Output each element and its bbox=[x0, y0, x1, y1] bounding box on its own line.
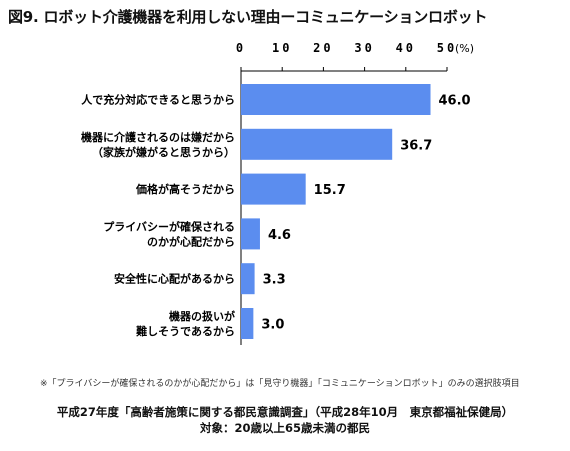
x-tick-label: 0 bbox=[236, 41, 246, 55]
category-label: のかが心配だから bbox=[147, 234, 235, 248]
x-tick-label: 50 bbox=[437, 41, 457, 55]
x-tick-label: 20 bbox=[313, 41, 333, 55]
bar bbox=[241, 218, 260, 250]
bar bbox=[241, 128, 393, 160]
bar-value-label: 4.6 bbox=[268, 228, 291, 243]
x-tick-label: 10 bbox=[272, 41, 292, 55]
x-tick-label: 30 bbox=[354, 41, 374, 55]
x-tick-label: 40 bbox=[396, 41, 416, 55]
target-line: 対象：20歳以上65歳未満の都民 bbox=[199, 421, 370, 435]
category-label: 難しそうであるから bbox=[136, 324, 235, 338]
category-label: 機器に介護されるのは嫌だから bbox=[81, 130, 235, 144]
bar-chart: 0 10 20 30 40 50(%) 46.0 人で充分対応できると思うから 36.7 機器に介… bbox=[81, 41, 474, 345]
bar-value-label: 46.0 bbox=[439, 94, 471, 109]
category-label: （家族が嫌がると思うから） bbox=[92, 145, 235, 159]
category-label: 安全性に心配があるから bbox=[114, 272, 235, 286]
category-label: プライバシーが確保される bbox=[103, 219, 235, 233]
bar bbox=[241, 263, 255, 295]
bar bbox=[241, 173, 306, 205]
category-label: 価格が高そうだから bbox=[135, 182, 235, 196]
category-label: 機器の扱いが bbox=[169, 309, 235, 323]
bar-value-label: 15.7 bbox=[314, 183, 346, 198]
bar bbox=[241, 84, 431, 115]
bar bbox=[241, 308, 254, 339]
footnote: ※「プライバシーが確保されるのかが心配だから」は「見守り機器」「コミュニケーショ… bbox=[40, 379, 520, 389]
chart-title: 図9. ロボット介護機器を利用しない理由ーコミュニケーションロボット bbox=[8, 8, 488, 26]
bar-value-label: 36.7 bbox=[400, 138, 432, 153]
source-line: 平成27年度「高齢者施策に関する都民意識調査」（平成28年10月 東京都福祉保健… bbox=[56, 405, 514, 419]
x-axis-unit: (%) bbox=[455, 42, 474, 55]
category-label: 人で充分対応できると思うから bbox=[81, 93, 235, 107]
bar-value-label: 3.0 bbox=[261, 318, 284, 333]
bar-value-label: 3.3 bbox=[263, 273, 286, 288]
